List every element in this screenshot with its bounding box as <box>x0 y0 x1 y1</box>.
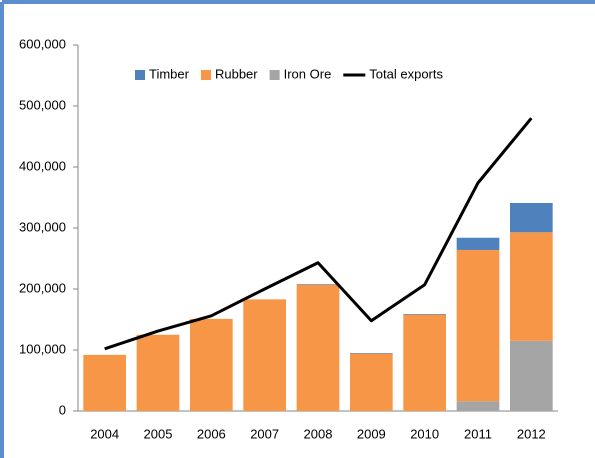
x-tick-label: 2009 <box>357 426 386 441</box>
legend-swatch <box>269 70 280 80</box>
bar <box>510 202 553 233</box>
bar <box>510 232 553 341</box>
y-tick-label: 300,000 <box>19 219 66 234</box>
x-tick-label: 2011 <box>464 426 492 441</box>
x-tick-label: 2008 <box>304 426 333 441</box>
legend-label: Iron Ore <box>284 66 332 81</box>
y-tick-label: 400,000 <box>19 158 66 173</box>
y-tick-label: 0 <box>59 402 66 417</box>
legend-label: Timber <box>149 66 190 81</box>
bar <box>190 318 233 411</box>
x-tick-label: 2004 <box>90 426 119 441</box>
y-tick-label: 200,000 <box>19 280 66 295</box>
x-tick-label: 2010 <box>410 426 439 441</box>
bar <box>456 401 500 411</box>
legend-swatch <box>135 70 145 80</box>
bar <box>136 334 180 411</box>
bar <box>243 299 286 411</box>
line <box>104 117 533 351</box>
legend-label: Total exports <box>369 66 443 81</box>
legend-swatch <box>200 70 211 80</box>
bar <box>510 340 553 411</box>
bar <box>403 314 446 315</box>
y-tick-label: 600,000 <box>19 36 66 51</box>
y-tick-label: 100,000 <box>19 341 66 356</box>
bar <box>296 284 340 285</box>
y-tick-label: 500,000 <box>19 97 66 112</box>
bar <box>296 284 340 411</box>
x-tick-label: 2006 <box>197 426 226 441</box>
bar <box>83 354 126 411</box>
bar <box>350 353 393 354</box>
bar <box>403 314 446 411</box>
x-tick-label: 2012 <box>517 426 546 441</box>
x-tick-label: 2005 <box>144 426 173 441</box>
x-tick-label: 2007 <box>250 426 279 441</box>
bar <box>350 353 393 411</box>
legend-label: Rubber <box>215 66 258 81</box>
bar <box>456 249 500 402</box>
bar <box>456 237 500 250</box>
